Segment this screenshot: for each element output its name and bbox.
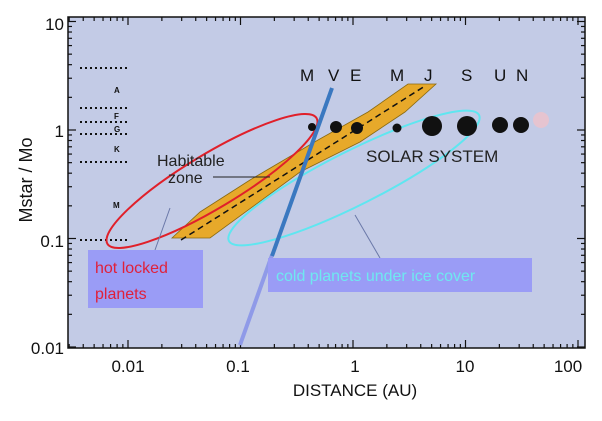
y-tick-10: 10 (45, 15, 64, 34)
planet-venus (330, 121, 342, 133)
planet-label-jupiter: J (424, 66, 433, 85)
planet-label-mercury: M (300, 66, 314, 85)
planet-label-venus: V (328, 66, 340, 85)
cold-planets-box (268, 258, 532, 292)
planet-earth (351, 122, 363, 134)
planet-uranus (492, 117, 508, 133)
hot-locked-box (88, 250, 203, 308)
planet-saturn (457, 116, 477, 136)
cold-planets-label: cold planets under ice cover (276, 268, 476, 285)
planet-label-mars: M (390, 66, 404, 85)
x-tick-0.01: 0.01 (111, 357, 144, 376)
y-tick-0.01: 0.01 (31, 339, 64, 358)
planet-label-earth: E (350, 66, 361, 85)
habitable-zone-centerline (180, 85, 426, 241)
planet-label-uranus: U (494, 66, 506, 85)
tidal-lock-line (270, 87, 334, 257)
spectral-class-f: F (114, 112, 119, 121)
y-tick-0.1: 0.1 (40, 232, 64, 251)
hot-locked-line1: hot locked (95, 260, 168, 277)
planet-label-saturn: S (461, 66, 472, 85)
spectral-class-lines (80, 67, 128, 241)
axis-ticks (68, 17, 585, 348)
planet-label-neptune: N (516, 66, 528, 85)
y-axis-label: Mstar / Mo (16, 137, 36, 222)
x-tick-0.1: 0.1 (226, 357, 250, 376)
hot-locked-line2: planets (95, 286, 147, 303)
spectral-class-k: K (114, 145, 120, 154)
hot-locked-ellipse (105, 113, 319, 249)
x-tick-1: 1 (350, 357, 359, 376)
tidal-lock-line-faded (238, 254, 274, 346)
hot-pointer-arrow (154, 207, 171, 251)
solar-system-label: SOLAR SYSTEM (366, 147, 498, 166)
spectral-class-m: M (113, 201, 120, 210)
cold-planets-ellipse (227, 109, 481, 247)
spectral-class-g: G (114, 125, 120, 134)
planet-mars (392, 123, 402, 133)
y-tick-1: 1 (55, 122, 64, 141)
cold-pointer-arrow (354, 214, 381, 259)
planet-pluto (533, 112, 549, 128)
planet-neptune (513, 117, 529, 133)
x-axis-label: DISTANCE (AU) (293, 381, 417, 400)
x-tick-100: 100 (554, 357, 582, 376)
planet-mercury (308, 123, 316, 131)
habitable-label-line2: zone (168, 170, 203, 187)
x-tick-10: 10 (456, 357, 475, 376)
solar-system-planets (308, 112, 549, 136)
spectral-class-a: A (114, 86, 120, 95)
planet-jupiter (422, 116, 442, 136)
habitable-label-line1: Habitable (157, 153, 225, 170)
